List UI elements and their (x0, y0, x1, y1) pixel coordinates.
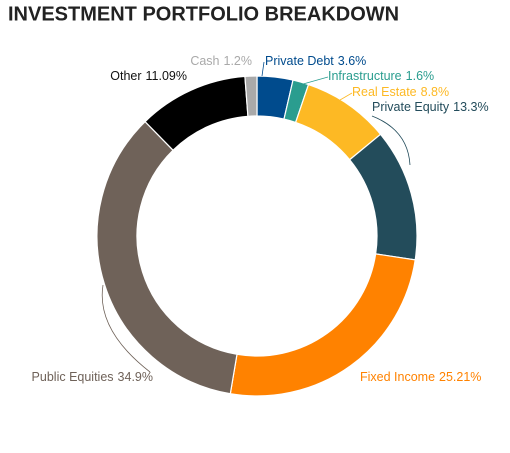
category-name: Other (110, 69, 141, 83)
slice-label: Real Estate 8.8% (352, 85, 449, 99)
leader-line (101, 284, 151, 373)
category-name: Private Debt (265, 54, 334, 68)
value-label: 11.09% (146, 69, 187, 83)
donut-slice (348, 133, 418, 261)
value-label: 3.6% (338, 54, 367, 68)
donut-slice (244, 75, 258, 117)
leader-line (261, 61, 265, 77)
donut-slice (96, 120, 238, 395)
slice-label: Private Debt 3.6% (265, 54, 366, 68)
leader-line (339, 92, 353, 101)
slice-label: Cash 1.2% (190, 54, 252, 68)
leader-line (295, 76, 329, 87)
value-label: 34.9% (118, 370, 153, 384)
value-label: 1.6% (406, 69, 435, 83)
category-name: Private Equity (372, 100, 450, 114)
category-name: Fixed Income (360, 370, 435, 384)
slice-label: Infrastructure 1.6% (328, 69, 434, 83)
value-label: 13.3% (453, 100, 488, 114)
value-label: 8.8% (421, 85, 450, 99)
slice-label: Public Equities 34.9% (32, 370, 153, 384)
value-label: 25.21% (439, 370, 481, 384)
chart-title: INVESTMENT PORTFOLIO BREAKDOWN (8, 3, 399, 25)
category-name: Public Equities (32, 370, 114, 384)
slice-label: Fixed Income 25.21% (360, 370, 481, 384)
value-label: 1.2% (224, 54, 253, 68)
slice-label: Other 11.09% (110, 69, 187, 83)
leader-line (371, 115, 411, 166)
category-name: Infrastructure (328, 69, 402, 83)
slice-label: Private Equity 13.3% (372, 100, 489, 114)
category-name: Real Estate (352, 85, 417, 99)
category-name: Cash (190, 54, 219, 68)
